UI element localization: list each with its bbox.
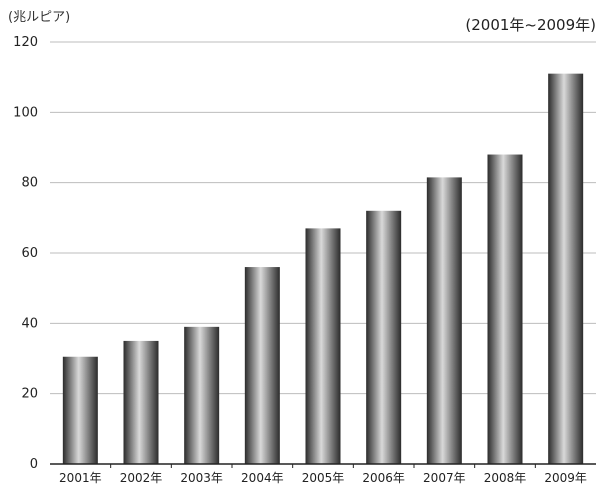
y-tick-label-0: 0	[30, 457, 38, 472]
bar-2007年	[426, 177, 462, 464]
y-tick-label-6: 120	[13, 35, 38, 50]
x-tick-label-2001年: 2001年	[59, 471, 102, 485]
bar-2002年	[123, 340, 159, 464]
y-tick-label-5: 100	[13, 105, 38, 120]
x-tick-label-2003年: 2003年	[180, 471, 223, 485]
x-tick-label-2004年: 2004年	[241, 471, 284, 485]
bars	[62, 73, 584, 465]
y-axis-unit-label: (兆ルピア)	[8, 10, 70, 25]
y-tick-label-2: 40	[21, 316, 38, 331]
bar-2009年	[548, 73, 584, 465]
x-tick-label-2002年: 2002年	[120, 471, 163, 485]
y-tick-label-1: 20	[21, 387, 38, 402]
bar-2001年	[62, 356, 98, 464]
x-tick-label-2009年: 2009年	[544, 471, 587, 485]
x-tick-label-2007年: 2007年	[423, 471, 466, 485]
y-tick-label-3: 60	[21, 246, 38, 261]
y-tick-label-4: 80	[21, 176, 38, 191]
bar-2006年	[366, 210, 402, 464]
bar-2003年	[184, 326, 220, 464]
bar-2004年	[244, 267, 280, 464]
x-axis-ticks: 2001年 2002年 2003年 2004年 2005年 2006年 2007年 2008年…	[59, 464, 587, 485]
x-tick-label-2005年: 2005年	[302, 471, 345, 485]
bar-2008年	[487, 154, 523, 465]
y-axis-ticks: 0 20 40 60 80 100 120	[13, 35, 38, 472]
x-tick-label-2008年: 2008年	[484, 471, 527, 485]
x-tick-label-2006年: 2006年	[362, 471, 405, 485]
bar-2005年	[305, 228, 341, 464]
date-range-label: (2001年~2009年)	[465, 16, 596, 34]
